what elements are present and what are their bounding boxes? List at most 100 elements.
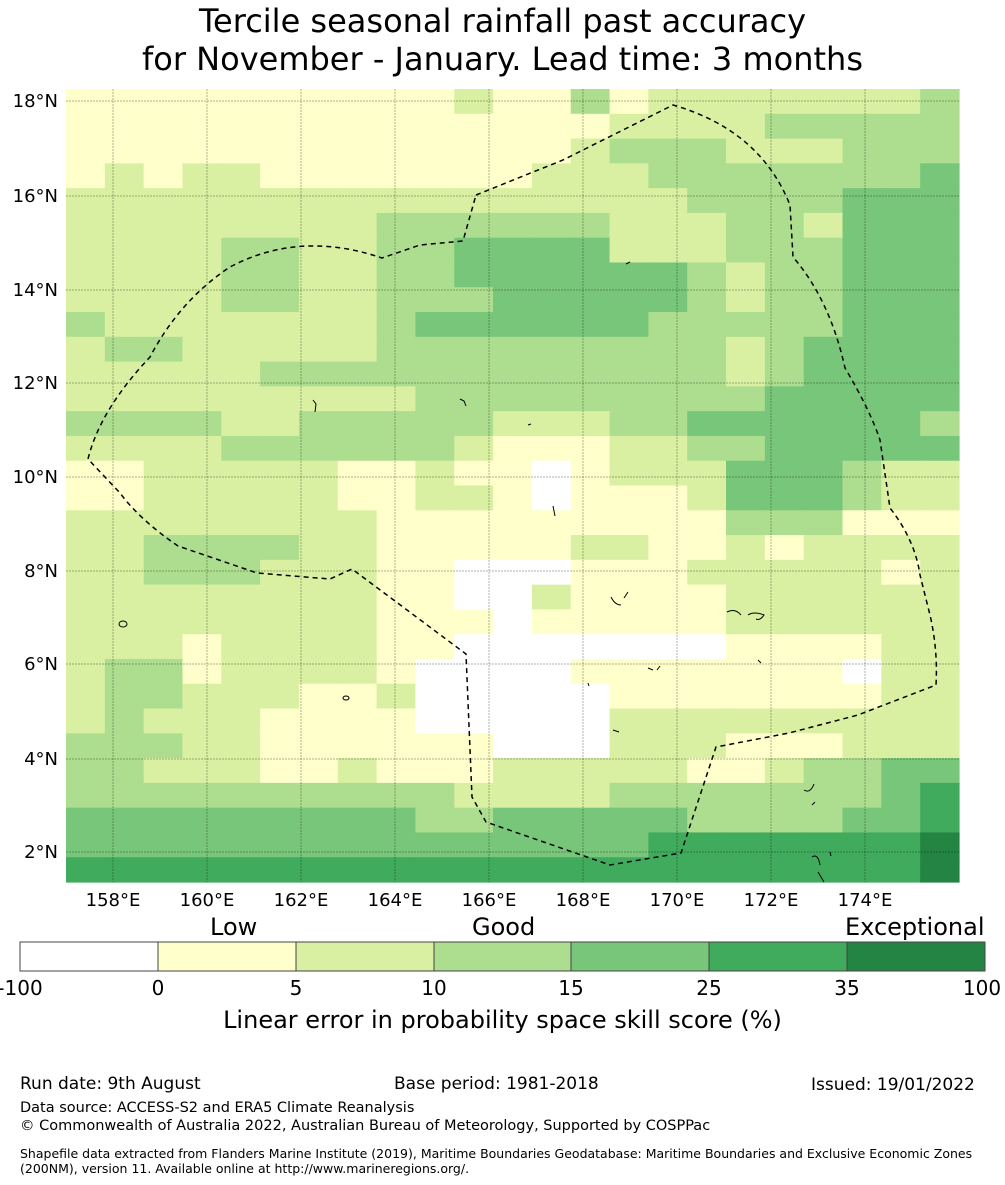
skill-cell [687,559,727,586]
skill-cell [182,386,222,412]
skill-cell [531,460,572,487]
skill-cell [842,411,882,437]
colorbar-swatch [157,941,297,972]
skill-cell [842,758,882,784]
graticule [66,89,959,882]
skill-cell [104,386,145,412]
skill-cell [66,832,106,858]
skill-cell [376,262,417,288]
skill-cell [648,262,688,288]
skill-cell [609,287,649,313]
skill-cell [376,634,417,660]
skill-cell [376,708,417,734]
skill-cell [337,212,378,239]
islands [118,261,832,883]
base-period: Base period: 1981-2018 [394,1074,599,1094]
skill-cell [726,683,766,710]
skill-cell [842,460,882,487]
skill-cell [842,89,882,115]
colorbar-swatch [433,941,572,972]
island [803,783,816,806]
skill-cell [260,658,300,685]
colorbar-caption: Linear error in probability space skill … [223,1006,782,1034]
skill-cell [221,733,261,759]
skill-cell [881,212,921,239]
skill-cell [66,188,106,214]
skill-cell [221,212,261,239]
skill-cell [493,188,533,214]
colorbar-swatch [19,941,159,972]
skill-cell [920,708,960,734]
skill-cell [298,212,339,239]
skill-cell [648,634,688,660]
skill-cell [182,857,222,883]
skill-cell [182,683,222,710]
skill-cell [531,138,572,164]
skill-cell [415,237,455,264]
skill-cell [726,435,766,462]
skill-cell [337,361,378,387]
skill-cell [687,89,727,115]
skill-cell [609,237,649,264]
skill-cell [570,138,611,164]
skill-cell [298,535,339,561]
skill-cell [221,386,261,412]
skill-cell [648,485,688,511]
skill-cell [260,807,300,834]
skill-cell [221,237,261,264]
skill-cell [415,708,455,734]
skill-cell [376,435,417,462]
skill-cell [726,807,766,834]
skill-cell [842,113,882,140]
skill-cell [842,510,882,536]
skill-cell [104,708,145,734]
skill-cell [104,758,145,784]
skill-cell [803,708,844,734]
skill-cell [764,435,805,462]
skill-cell [881,609,921,635]
skill-cell [687,212,727,239]
skill-cell [609,485,649,511]
skill-cell [764,807,805,834]
skill-cell [920,113,960,140]
skill-cell [143,163,184,189]
skill-cell [415,138,455,164]
skill-cell [764,287,805,313]
skill-cell [143,535,184,561]
skill-cell [881,435,921,462]
skill-cell [221,113,261,140]
skill-cell [764,89,805,115]
skill-cell [803,336,844,363]
skill-cell [570,336,611,363]
skill-cell [104,584,145,611]
skill-cell [842,535,882,561]
skill-cell [920,535,960,561]
skill-cell [415,807,455,834]
skill-cell [260,609,300,635]
skill-cell [415,485,455,511]
skill-cell [687,832,727,858]
skill-cell [182,312,222,338]
skill-cell [920,287,960,313]
skill-cell [454,336,494,363]
skill-cell [337,832,378,858]
skill-cell [298,287,339,313]
skill-cell [298,559,339,586]
skill-cell [376,609,417,635]
skill-cell [298,113,339,140]
skill-cell [687,535,727,561]
skill-cell [609,683,649,710]
skill-cell [298,312,339,338]
skill-cell [66,609,106,635]
skill-cell [531,609,572,635]
skill-cell [531,857,572,883]
skill-cell [376,386,417,412]
skill-cell [182,188,222,214]
skill-cell [182,758,222,784]
skill-cell [260,287,300,313]
skill-cell [764,411,805,437]
skill-cell [493,683,533,710]
skill-cell [143,262,184,288]
skill-cell [609,658,649,685]
skill-cell [337,113,378,140]
